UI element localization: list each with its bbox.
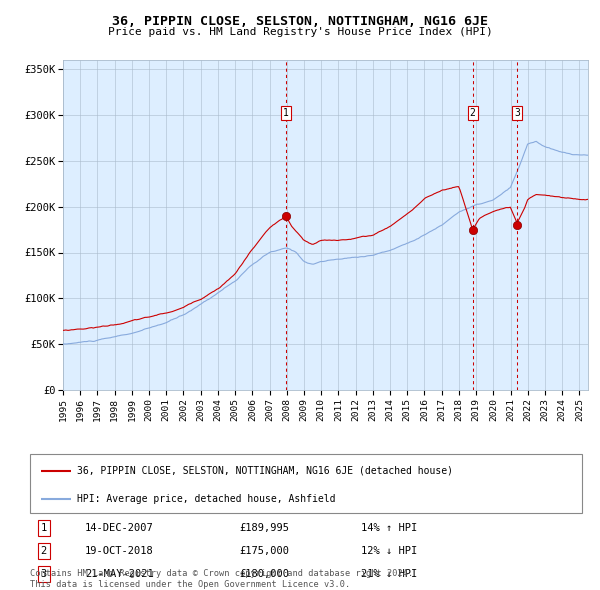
Text: £180,000: £180,000 bbox=[240, 569, 290, 579]
Text: 1: 1 bbox=[41, 523, 47, 533]
Text: 19-OCT-2018: 19-OCT-2018 bbox=[85, 546, 154, 556]
Text: 14% ↑ HPI: 14% ↑ HPI bbox=[361, 523, 418, 533]
FancyBboxPatch shape bbox=[30, 454, 582, 513]
Text: £175,000: £175,000 bbox=[240, 546, 290, 556]
Text: 12% ↓ HPI: 12% ↓ HPI bbox=[361, 546, 418, 556]
Text: Contains HM Land Registry data © Crown copyright and database right 2024.
This d: Contains HM Land Registry data © Crown c… bbox=[30, 569, 413, 589]
Text: 14-DEC-2007: 14-DEC-2007 bbox=[85, 523, 154, 533]
Text: 36, PIPPIN CLOSE, SELSTON, NOTTINGHAM, NG16 6JE: 36, PIPPIN CLOSE, SELSTON, NOTTINGHAM, N… bbox=[112, 15, 488, 28]
Text: 1: 1 bbox=[283, 108, 289, 118]
Text: 36, PIPPIN CLOSE, SELSTON, NOTTINGHAM, NG16 6JE (detached house): 36, PIPPIN CLOSE, SELSTON, NOTTINGHAM, N… bbox=[77, 466, 453, 476]
Text: 3: 3 bbox=[514, 108, 520, 118]
Text: HPI: Average price, detached house, Ashfield: HPI: Average price, detached house, Ashf… bbox=[77, 494, 335, 503]
Text: 21% ↓ HPI: 21% ↓ HPI bbox=[361, 569, 418, 579]
Text: Price paid vs. HM Land Registry's House Price Index (HPI): Price paid vs. HM Land Registry's House … bbox=[107, 27, 493, 37]
Text: 3: 3 bbox=[41, 569, 47, 579]
Text: 2: 2 bbox=[470, 108, 476, 118]
Text: 2: 2 bbox=[41, 546, 47, 556]
Text: £189,995: £189,995 bbox=[240, 523, 290, 533]
Text: 21-MAY-2021: 21-MAY-2021 bbox=[85, 569, 154, 579]
